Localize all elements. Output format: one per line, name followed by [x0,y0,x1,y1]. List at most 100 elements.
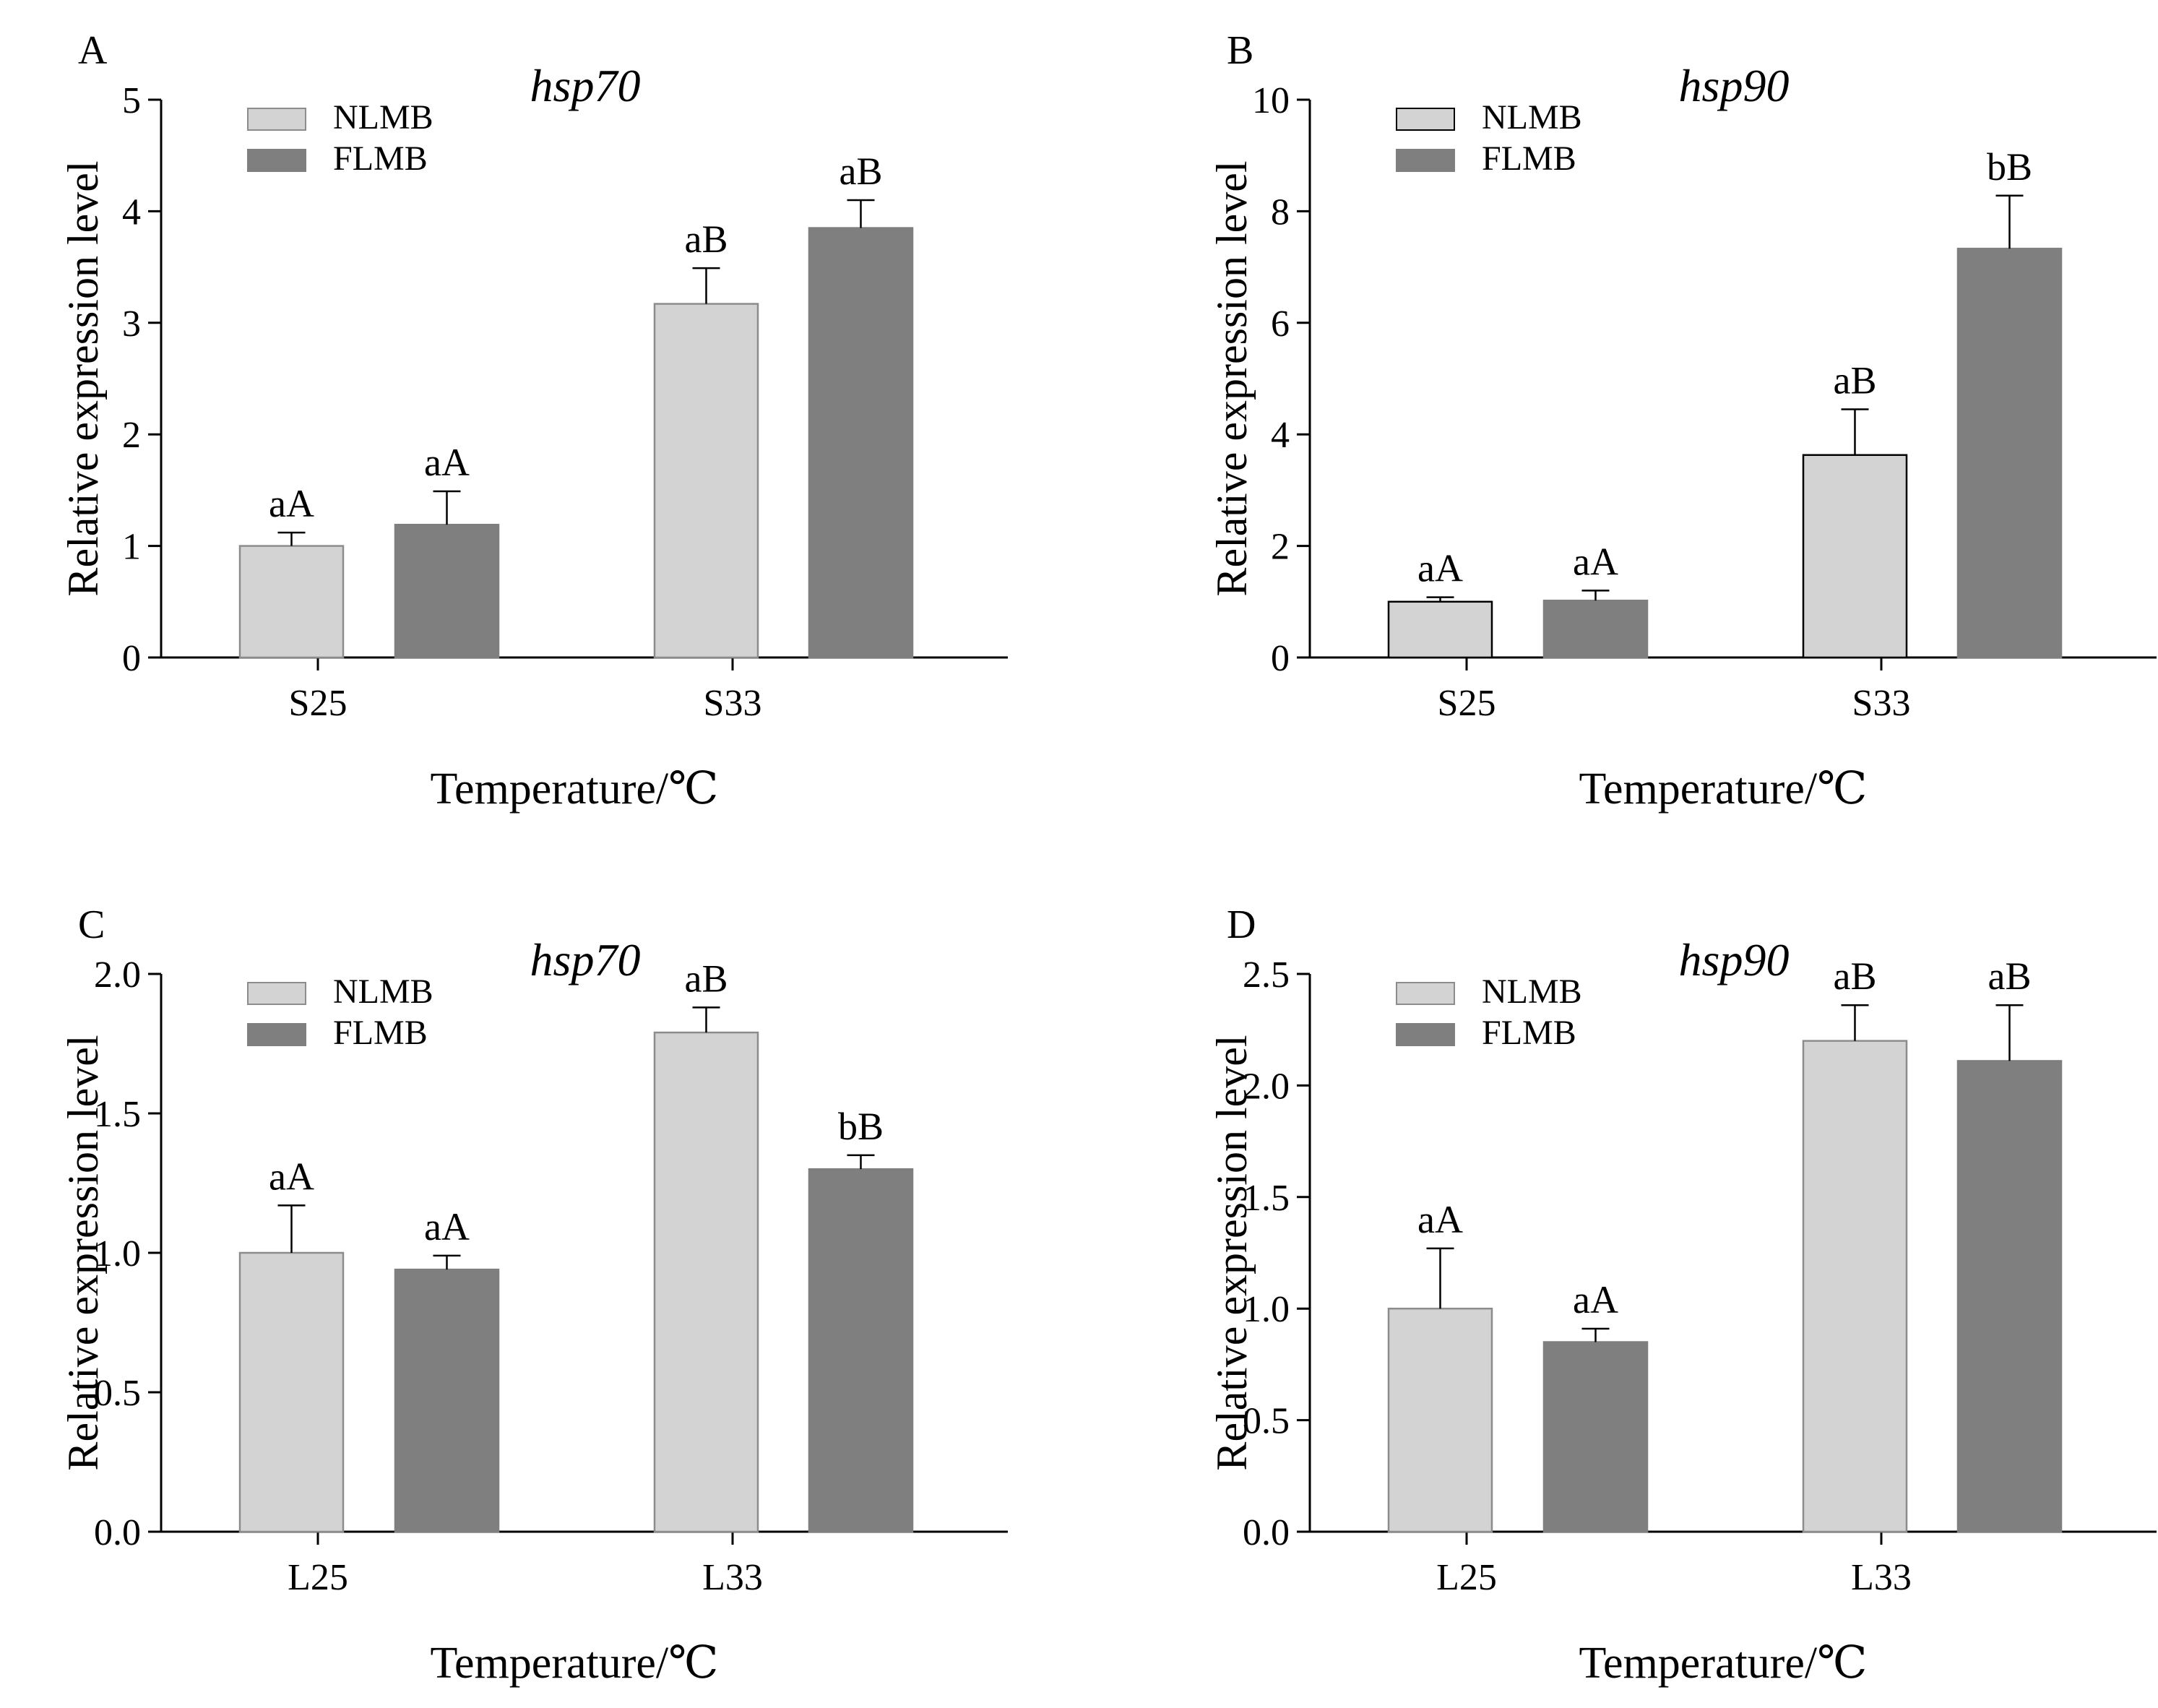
y-tick-label: 2.0 [1243,1066,1290,1107]
y-tick-label: 0.5 [94,1373,141,1414]
x-tick-label: S25 [1438,683,1496,724]
legend-swatch-flmb [1396,149,1455,172]
bar-flmb-l33 [1956,1060,2063,1533]
y-axis-label: Relative expression level [1208,1035,1256,1470]
legend-swatch-nlmb [1396,982,1455,1005]
y-tick-label: 8 [1271,191,1290,233]
chart-title: hsp70 [530,934,641,985]
y-tick-label: 2 [122,415,141,456]
x-tick-label: S33 [704,683,762,724]
y-tick-label: 10 [1252,80,1290,121]
x-axis-label: Temperature/℃ [1579,1639,1868,1688]
legend-swatch-nlmb [247,982,306,1005]
legend-label-flmb: FLMB [333,1014,428,1052]
x-tick-label: L33 [1851,1557,1912,1598]
x-axis-label: Temperature/℃ [431,1639,719,1688]
y-axis-label: Relative expression level [59,160,107,596]
y-tick-label: 1.5 [94,1094,141,1135]
panel-letter: A [78,28,108,73]
y-tick-label: 4 [1271,415,1290,456]
y-tick-label: 1.5 [1243,1178,1290,1219]
legend-label-flmb: FLMB [333,139,428,178]
legend-label-nlmb: NLMB [1482,98,1582,137]
legend-label-flmb: FLMB [1482,1014,1576,1052]
legend-swatch-flmb [247,1023,306,1046]
significance-label: aB [1834,954,1877,998]
bar-nlmb-l33 [653,1031,759,1533]
significance-label: aA [1573,540,1618,583]
x-tick-label: L25 [1436,1557,1497,1598]
legend-label-nlmb: NLMB [333,98,433,137]
bar-nlmb-l25 [238,1251,345,1533]
y-tick-label: 0.5 [1243,1401,1290,1442]
y-tick-label: 1.0 [1243,1289,1290,1330]
x-tick-label: L33 [702,1557,763,1598]
y-tick-label: 5 [122,80,141,121]
bar-nlmb-s33 [1802,454,1908,659]
bar-nlmb-s33 [653,303,759,659]
significance-label: aB [685,217,728,261]
bar-flmb-l25 [394,1268,500,1533]
y-tick-label: 1 [122,527,141,568]
bar-flmb-s25 [1542,600,1649,659]
significance-label: aB [685,957,728,1000]
y-tick-label: 2 [1271,527,1290,568]
significance-label: aA [424,1205,470,1248]
bar-flmb-l25 [1542,1341,1649,1533]
y-tick-label: 0.0 [94,1512,141,1553]
bar-flmb-s33 [1956,247,2063,659]
legend-swatch-nlmb [1396,108,1455,131]
y-tick-label: 4 [122,191,141,233]
y-tick-label: 0.0 [1243,1512,1290,1553]
bar-nlmb-l33 [1802,1040,1908,1533]
panel-letter: B [1227,28,1253,73]
legend-label-nlmb: NLMB [1482,972,1582,1011]
chart-title: hsp90 [1679,934,1790,985]
y-tick-label: 3 [122,303,141,345]
x-axis-label: Temperature/℃ [431,764,719,814]
legend-swatch-flmb [1396,1023,1455,1046]
bar-flmb-s33 [808,227,914,659]
significance-label: bB [1987,145,2032,189]
x-tick-label: L25 [288,1557,348,1598]
bar-nlmb-s25 [238,545,345,659]
significance-label: aA [269,1155,314,1198]
legend-label-flmb: FLMB [1482,139,1576,178]
x-tick-label: S25 [289,683,348,724]
significance-label: aA [269,482,314,525]
chart-title: hsp90 [1679,60,1790,111]
chart-title: hsp70 [530,60,641,111]
significance-label: bB [838,1105,884,1148]
significance-label: aB [1988,954,2032,998]
significance-label: aA [1417,547,1463,590]
y-tick-label: 0 [1271,638,1290,679]
y-axis-label: Relative expression level [59,1035,107,1470]
bar-flmb-s25 [394,524,500,659]
significance-label: aB [1834,358,1877,402]
bar-flmb-l33 [808,1168,914,1533]
legend-swatch-nlmb [247,108,306,131]
bar-nlmb-l25 [1387,1307,1493,1533]
significance-label: aA [1573,1278,1618,1321]
y-tick-label: 2.5 [1243,954,1290,996]
significance-label: aA [424,441,470,484]
panel-letter: C [78,902,105,947]
bar-nlmb-s25 [1387,600,1493,659]
x-tick-label: S33 [1852,683,1911,724]
y-tick-label: 1.0 [94,1233,141,1274]
significance-label: aA [1417,1198,1463,1241]
y-tick-label: 2.0 [94,954,141,996]
x-axis-label: Temperature/℃ [1579,764,1868,814]
legend-label-nlmb: NLMB [333,972,433,1011]
legend-swatch-flmb [247,149,306,172]
y-axis-label: Relative expression level [1208,160,1256,596]
significance-label: aB [840,150,883,193]
y-tick-label: 0 [122,638,141,679]
panel-letter: D [1227,902,1256,947]
y-tick-label: 6 [1271,303,1290,345]
